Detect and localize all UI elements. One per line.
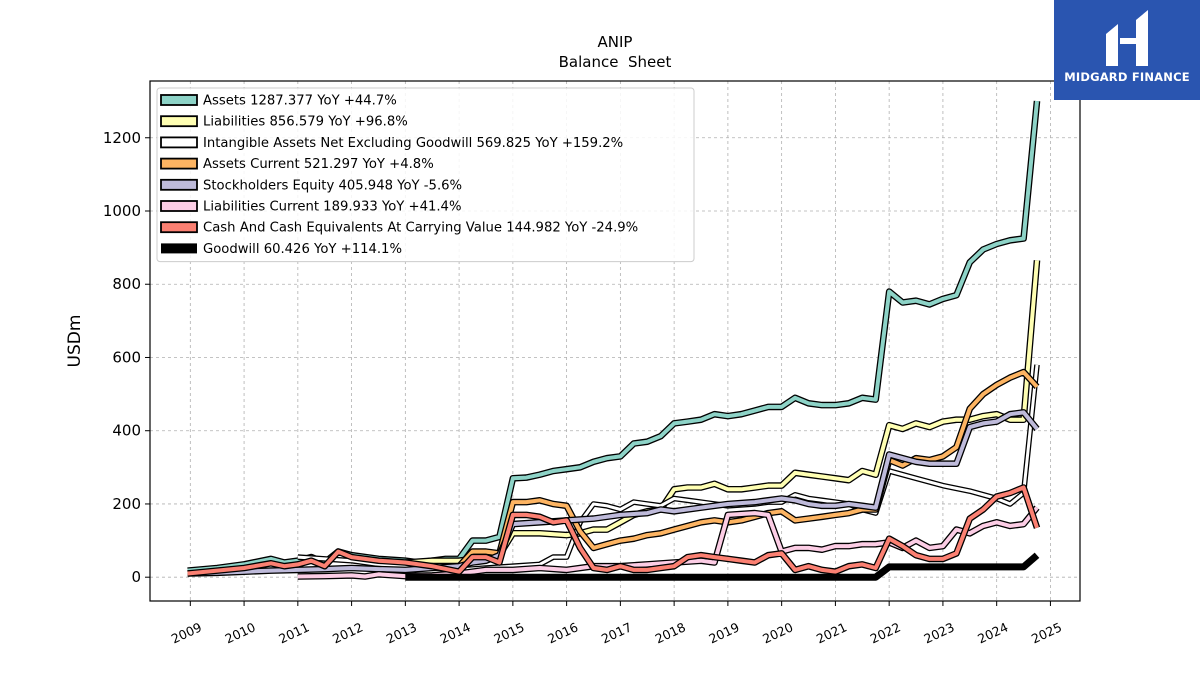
legend-label: Assets Current 521.297 YoY +4.8%	[203, 157, 434, 172]
legend-swatch	[160, 178, 198, 191]
series-outline	[297, 364, 1040, 573]
legend-swatch	[160, 157, 198, 170]
x-tick-label: 2015	[491, 619, 526, 646]
y-tick-label: 1000	[103, 202, 141, 220]
series-2	[297, 364, 1040, 573]
legend-label: Stockholders Equity 405.948 YoY -5.6%	[203, 178, 462, 193]
legend-label: Liabilities 856.579 YoY +96.8%	[203, 115, 408, 130]
x-tick-label: 2013	[384, 619, 419, 646]
legend-swatch	[161, 243, 197, 254]
legend-label: Liabilities Current 189.933 YoY +41.4%	[203, 200, 461, 215]
series-3	[456, 368, 1040, 569]
legend-swatch	[160, 200, 198, 212]
legend-label: Intangible Assets Net Excluding Goodwill…	[203, 136, 623, 151]
series-line	[405, 260, 1039, 565]
plot-frame	[149, 80, 1081, 602]
series-line	[457, 370, 1039, 568]
legend-label: Goodwill 60.426 YoY +114.1%	[203, 242, 402, 257]
logo-mark-icon	[1106, 10, 1148, 66]
x-tick-label: 2016	[545, 619, 580, 646]
series-lines	[187, 100, 1041, 581]
x-tick-label: 2021	[814, 619, 849, 646]
x-tick-label: 2020	[760, 619, 795, 646]
x-tick-label: 2017	[599, 619, 634, 646]
series-line	[187, 410, 1039, 576]
x-tick-label: 2014	[438, 619, 473, 646]
y-tick-label: 400	[112, 422, 141, 440]
series-4	[187, 409, 1040, 577]
logo-text: MIDGARD FINANCE	[1064, 70, 1190, 84]
chart-subtitle: Balance Sheet	[559, 53, 672, 71]
y-tick-label: 0	[131, 568, 141, 586]
series-line	[297, 364, 1039, 572]
x-tick-label: 2022	[868, 619, 903, 646]
legend-swatch	[160, 136, 198, 149]
y-tick-label: 800	[112, 275, 141, 293]
legend-swatch	[160, 115, 198, 128]
legend-label: Assets 1287.377 YoY +44.7%	[203, 94, 397, 109]
y-tick-label: 200	[112, 495, 141, 513]
legend: Assets 1287.377 YoY +44.7% Liabilities 85…	[156, 87, 695, 263]
x-tick-label: 2018	[653, 619, 688, 646]
x-tick-label: 2023	[921, 619, 956, 646]
legend-swatch	[160, 94, 198, 106]
legend-label: Cash And Cash Equivalents At Carrying Va…	[203, 221, 638, 236]
x-tick-label: 2010	[223, 619, 258, 646]
x-tick-label: 2011	[276, 619, 311, 646]
x-tick-label: 2009	[169, 619, 204, 646]
series-6	[187, 484, 1041, 577]
series-line	[187, 485, 1039, 576]
series-outline	[405, 260, 1041, 566]
x-tick-label: 2012	[330, 619, 365, 646]
y-axis-label: USDm	[65, 315, 85, 368]
series-7	[405, 552, 1040, 581]
x-tick-label: 2019	[706, 619, 741, 646]
x-tick-label: 2024	[975, 619, 1010, 646]
legend-swatch	[160, 221, 198, 234]
series-line	[405, 552, 1040, 581]
x-tick-label: 2025	[1029, 619, 1064, 646]
legend-box	[156, 87, 695, 263]
series-1	[405, 260, 1041, 566]
chart-title: ANIP	[598, 33, 633, 51]
midgard-finance-logo: MIDGARD FINANCE	[1054, 0, 1200, 100]
y-tick-label: 1200	[103, 129, 141, 147]
y-tick-label: 600	[112, 348, 141, 366]
